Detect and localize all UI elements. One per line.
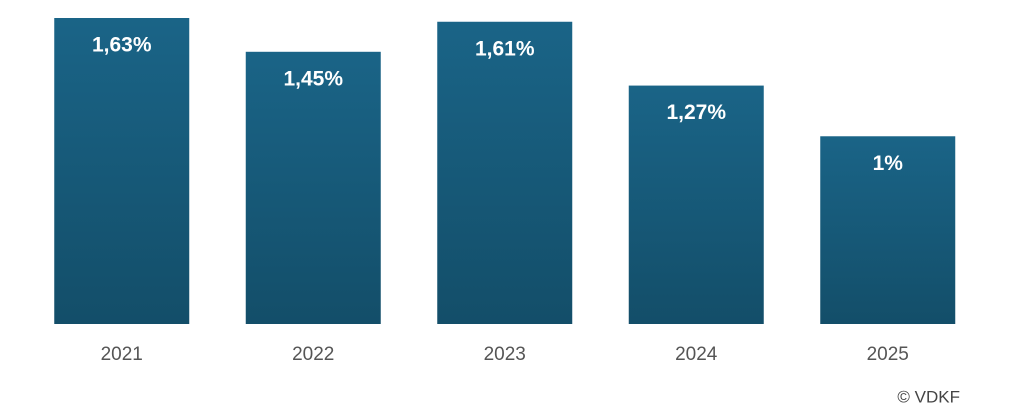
bar: [245, 51, 381, 324]
source: © VDKF: [897, 387, 960, 406]
value-label: 1,27%: [666, 101, 726, 124]
bar: [54, 18, 190, 324]
value-label: 1%: [873, 152, 904, 175]
bar: [437, 21, 573, 324]
x-tick-label: 2025: [867, 344, 909, 365]
x-tick-label: 2024: [675, 344, 718, 365]
value-label: 1,45%: [283, 67, 343, 90]
bar: [628, 85, 764, 324]
x-tick-label: 2023: [484, 344, 526, 365]
bar: [820, 136, 956, 324]
value-label: 1,61%: [475, 37, 535, 60]
x-tick-label: 2021: [101, 344, 143, 365]
x-tick-label: 2022: [292, 344, 334, 365]
value-label: 1,63%: [92, 34, 152, 57]
